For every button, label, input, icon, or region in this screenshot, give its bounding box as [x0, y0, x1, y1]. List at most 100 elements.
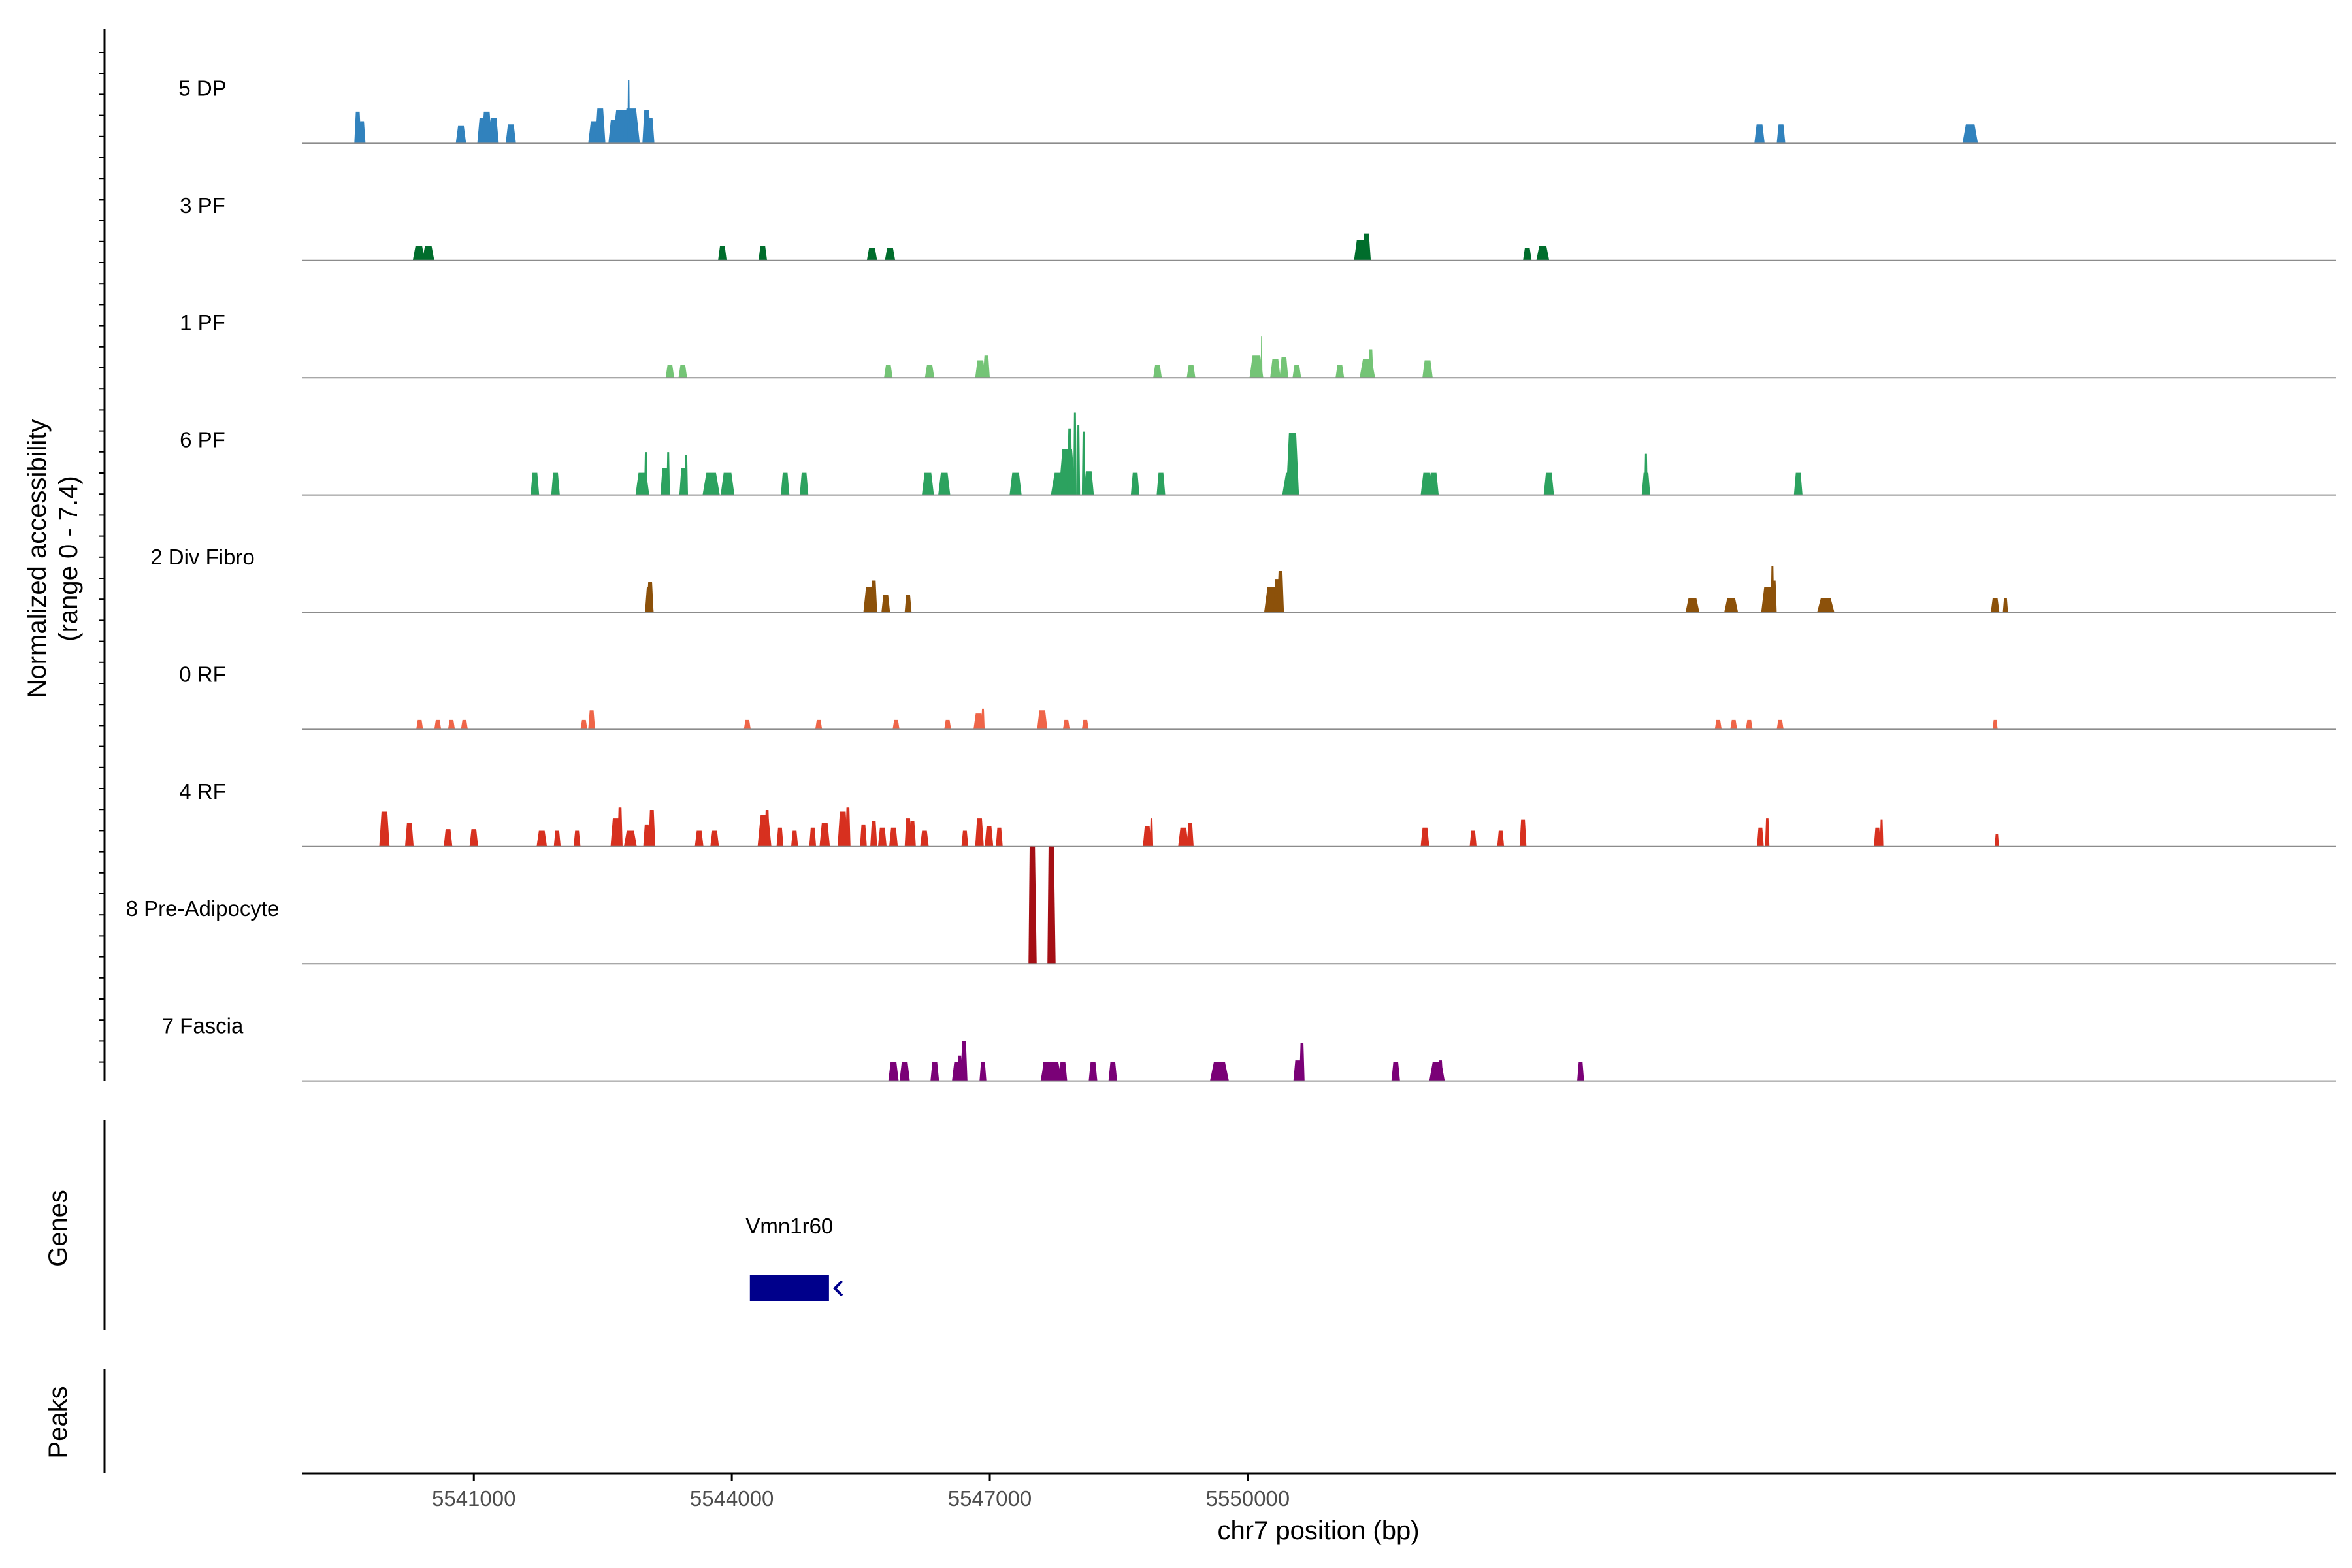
coverage-peak: [1519, 819, 1527, 847]
coverage-peak: [1143, 826, 1152, 847]
coverage-peak: [1153, 365, 1162, 378]
x-tick-label: 5544000: [690, 1486, 774, 1511]
track-label: 5 DP: [178, 76, 226, 100]
strand-arrow: [833, 1280, 843, 1297]
coverage-peak: [1028, 846, 1037, 964]
coverage-peak: [1754, 124, 1765, 144]
coverage-peak: [1279, 357, 1288, 378]
coverage-peak: [1067, 428, 1073, 495]
coverage-peak: [909, 821, 916, 847]
x-tick-label: 5547000: [948, 1486, 1032, 1511]
coverage-peak: [488, 118, 499, 144]
coverage-peak: [645, 118, 655, 144]
coverage-peak: [944, 719, 951, 730]
coverage-peak: [1771, 580, 1777, 612]
coverage-peak: [710, 830, 719, 847]
y-axis-spine: [99, 29, 106, 1081]
coverage-peak: [580, 719, 588, 730]
coverage-peak: [644, 452, 648, 495]
track-label: 4 RF: [179, 779, 226, 804]
coverage-peak: [434, 719, 442, 730]
coverage-peak: [718, 246, 727, 261]
coverage-peak: [781, 472, 790, 495]
coverage-peak: [979, 1062, 987, 1081]
peaks-panel-label: Peaks: [44, 1386, 73, 1458]
coverage-peak: [899, 1062, 910, 1081]
coverage-peak: [743, 719, 751, 730]
coverage-peak: [845, 807, 851, 847]
coverage-peak: [1073, 412, 1077, 495]
coverage-peak: [627, 80, 630, 144]
coverage-peak: [646, 581, 654, 612]
coverage-peak: [904, 595, 912, 612]
coverage-peak: [1270, 359, 1281, 378]
coverage-peak: [975, 360, 986, 378]
coverage-peak: [573, 830, 581, 847]
coverage-peak: [1260, 336, 1263, 378]
coverage-peak: [1874, 827, 1881, 847]
coverage-peak: [1765, 818, 1770, 847]
coverage-peak: [960, 1041, 968, 1081]
coverage-peak: [1724, 598, 1739, 612]
coverage-peak: [870, 821, 877, 847]
coverage-peak: [416, 719, 423, 730]
y-axis-label-line2: (range 0 - 7.4): [54, 476, 83, 641]
coverage-peak: [694, 830, 704, 847]
coverage-peak: [996, 827, 1003, 847]
coverage-peak: [1081, 719, 1089, 730]
coverage-peak: [404, 823, 414, 847]
coverage-peak: [1523, 248, 1532, 261]
track-3-pf: [302, 233, 2336, 261]
x-axis-title: chr7 position (bp): [1217, 1516, 1419, 1545]
coverage-peak: [889, 827, 898, 847]
coverage-peak: [1286, 433, 1299, 495]
genes-panel-label: Genes: [44, 1190, 73, 1267]
coverage-peak: [1292, 365, 1301, 378]
coverage-peak: [985, 826, 994, 847]
coverage-peak: [1577, 1062, 1584, 1081]
coverage-peak: [764, 810, 770, 847]
coverage-peak: [961, 830, 969, 847]
coverage-peak: [448, 719, 455, 730]
coverage-peak: [505, 124, 516, 144]
coverage-peak: [1793, 472, 1803, 495]
coverage-peak: [981, 708, 985, 730]
coverage-peak: [1497, 830, 1505, 847]
coverage-peak: [838, 811, 848, 847]
coverage-peak: [1277, 570, 1284, 612]
track-7-fascia: [302, 1041, 2336, 1082]
coverage-peak: [975, 818, 984, 847]
coverage-peak: [684, 455, 689, 495]
coverage-peak: [469, 829, 478, 847]
coverage-peak: [1776, 124, 1786, 144]
coverage-peak: [1746, 719, 1753, 730]
coverage-peak: [1047, 846, 1056, 964]
track-label: 3 PF: [180, 193, 225, 218]
track-6-pf: [302, 412, 2336, 496]
coverage-peak: [1776, 719, 1784, 730]
coverage-peak: [884, 365, 893, 378]
coverage-peak: [1991, 598, 2000, 612]
coverage-peak: [1058, 449, 1076, 495]
coverage-peak: [358, 121, 366, 144]
coverage-tracks: [302, 80, 2336, 1082]
coverage-peak: [1249, 355, 1264, 378]
coverage-peak: [1088, 1062, 1098, 1081]
coverage-peak: [1536, 246, 1550, 261]
coverage-peak: [888, 1062, 899, 1081]
coverage-peak: [444, 829, 453, 847]
coverage-peak: [1543, 472, 1554, 495]
coverage-peak: [702, 472, 720, 495]
coverage-peak: [924, 365, 935, 378]
coverage-peak: [938, 472, 951, 495]
coverage-peak: [776, 827, 784, 847]
coverage-peak: [721, 472, 735, 495]
coverage-peak: [922, 472, 934, 495]
coverage-peak: [1714, 719, 1722, 730]
coverage-peak: [1108, 1062, 1117, 1081]
coverage-peak: [666, 452, 670, 495]
coverage-peak: [983, 355, 990, 378]
track-label: 0 RF: [179, 662, 226, 686]
track-0-rf: [302, 708, 2336, 730]
